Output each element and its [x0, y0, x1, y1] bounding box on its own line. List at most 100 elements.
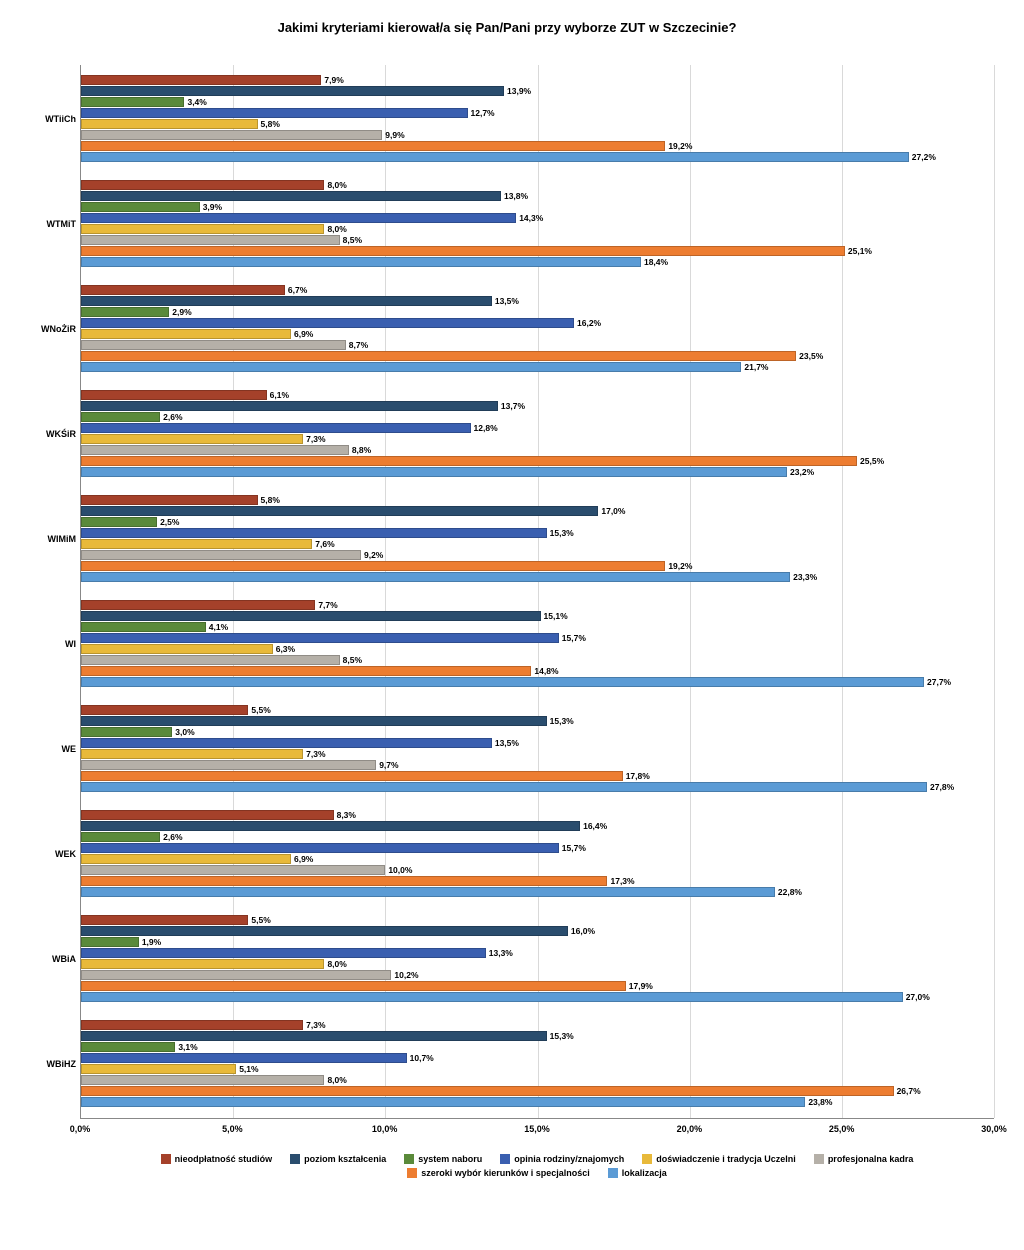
bar-value-label: 7,3%: [306, 434, 325, 444]
bar-row: 2,9%: [81, 307, 994, 317]
legend-swatch: [814, 1154, 824, 1164]
bar-value-label: 7,3%: [306, 1020, 325, 1030]
bar-value-label: 13,5%: [495, 296, 519, 306]
bar-row: 5,1%: [81, 1064, 994, 1074]
bar-row: 14,8%: [81, 666, 994, 676]
bar-value-label: 10,0%: [388, 865, 412, 875]
legend-item: system naboru: [404, 1154, 482, 1164]
bar-row: 9,2%: [81, 550, 994, 560]
bar-row: 17,0%: [81, 506, 994, 516]
category-label: WIMiM: [16, 534, 76, 544]
bar: 14,3%: [81, 213, 516, 223]
bar: 9,7%: [81, 760, 376, 770]
bar-value-label: 5,5%: [251, 705, 270, 715]
bar: 8,5%: [81, 235, 340, 245]
legend-label: nieodpłatność studiów: [175, 1154, 273, 1164]
bar: 27,2%: [81, 152, 909, 162]
bar-value-label: 8,0%: [327, 959, 346, 969]
bar: 7,3%: [81, 1020, 303, 1030]
bar: 8,7%: [81, 340, 346, 350]
bar: 18,4%: [81, 257, 641, 267]
bar: 6,3%: [81, 644, 273, 654]
bar: 9,2%: [81, 550, 361, 560]
bar-row: 16,0%: [81, 926, 994, 936]
bar: 9,9%: [81, 130, 382, 140]
legend-item: nieodpłatność studiów: [161, 1154, 273, 1164]
bar-value-label: 27,2%: [912, 152, 936, 162]
bar: 25,1%: [81, 246, 845, 256]
legend-swatch: [290, 1154, 300, 1164]
bar-value-label: 10,2%: [394, 970, 418, 980]
bar-value-label: 27,8%: [930, 782, 954, 792]
bar-value-label: 7,6%: [315, 539, 334, 549]
bar-row: 8,7%: [81, 340, 994, 350]
bar-row: 3,1%: [81, 1042, 994, 1052]
bar-value-label: 14,3%: [519, 213, 543, 223]
bar-row: 8,8%: [81, 445, 994, 455]
x-tick-label: 25,0%: [829, 1124, 855, 1134]
bar-value-label: 13,9%: [507, 86, 531, 96]
bar: 17,3%: [81, 876, 607, 886]
bar-row: 13,7%: [81, 401, 994, 411]
bar-value-label: 6,9%: [294, 329, 313, 339]
bar: 13,8%: [81, 191, 501, 201]
bar: 1,9%: [81, 937, 139, 947]
category-group: WEK8,3%16,4%2,6%15,7%6,9%10,0%17,3%22,8%: [81, 810, 994, 897]
bar: 19,2%: [81, 561, 665, 571]
bar-row: 27,7%: [81, 677, 994, 687]
bar: 4,1%: [81, 622, 206, 632]
bar-row: 5,5%: [81, 915, 994, 925]
bar: 16,4%: [81, 821, 580, 831]
legend: nieodpłatność studiówpoziom kształcenias…: [80, 1154, 994, 1178]
bar-value-label: 13,5%: [495, 738, 519, 748]
bar: 25,5%: [81, 456, 857, 466]
category-label: WKŚiR: [16, 429, 76, 439]
bar-value-label: 8,0%: [327, 180, 346, 190]
bar-row: 23,8%: [81, 1097, 994, 1107]
category-label: WBiA: [16, 954, 76, 964]
bar: 2,9%: [81, 307, 169, 317]
bar-row: 6,9%: [81, 854, 994, 864]
bar-groups: WTiiCh7,9%13,9%3,4%12,7%5,8%9,9%19,2%27,…: [81, 65, 994, 1118]
bar-value-label: 8,3%: [337, 810, 356, 820]
category-group: WE5,5%15,3%3,0%13,5%7,3%9,7%17,8%27,8%: [81, 705, 994, 792]
bar-value-label: 13,3%: [489, 948, 513, 958]
bar-value-label: 23,2%: [790, 467, 814, 477]
bar-row: 6,7%: [81, 285, 994, 295]
bar-row: 15,3%: [81, 1031, 994, 1041]
bar-row: 22,8%: [81, 887, 994, 897]
bar-value-label: 23,8%: [808, 1097, 832, 1107]
bar-value-label: 17,0%: [601, 506, 625, 516]
bar-row: 3,0%: [81, 727, 994, 737]
bar-value-label: 8,7%: [349, 340, 368, 350]
bar-row: 2,6%: [81, 412, 994, 422]
category-label: WTiiCh: [16, 114, 76, 124]
category-label: WNoŻiR: [16, 324, 76, 334]
x-tick-label: 15,0%: [524, 1124, 550, 1134]
bar: 10,7%: [81, 1053, 407, 1063]
bar-value-label: 14,8%: [534, 666, 558, 676]
bar: 7,7%: [81, 600, 315, 610]
bar: 26,7%: [81, 1086, 894, 1096]
category-group: WTiiCh7,9%13,9%3,4%12,7%5,8%9,9%19,2%27,…: [81, 75, 994, 162]
bar-row: 15,1%: [81, 611, 994, 621]
bar-value-label: 25,5%: [860, 456, 884, 466]
bar-row: 10,2%: [81, 970, 994, 980]
bar-row: 19,2%: [81, 141, 994, 151]
bar-row: 10,0%: [81, 865, 994, 875]
bar-value-label: 2,9%: [172, 307, 191, 317]
bar: 21,7%: [81, 362, 741, 372]
bar-row: 15,7%: [81, 843, 994, 853]
bar-value-label: 6,1%: [270, 390, 289, 400]
legend-swatch: [500, 1154, 510, 1164]
bar: 5,8%: [81, 119, 258, 129]
bar-value-label: 23,3%: [793, 572, 817, 582]
bar-value-label: 17,9%: [629, 981, 653, 991]
chart-title: Jakimi kryteriami kierował/a się Pan/Pan…: [20, 20, 994, 35]
bar-value-label: 26,7%: [897, 1086, 921, 1096]
bar-row: 23,3%: [81, 572, 994, 582]
category-group: WTMiT8,0%13,8%3,9%14,3%8,0%8,5%25,1%18,4…: [81, 180, 994, 267]
bar-row: 18,4%: [81, 257, 994, 267]
bar: 6,7%: [81, 285, 285, 295]
bar-row: 1,9%: [81, 937, 994, 947]
